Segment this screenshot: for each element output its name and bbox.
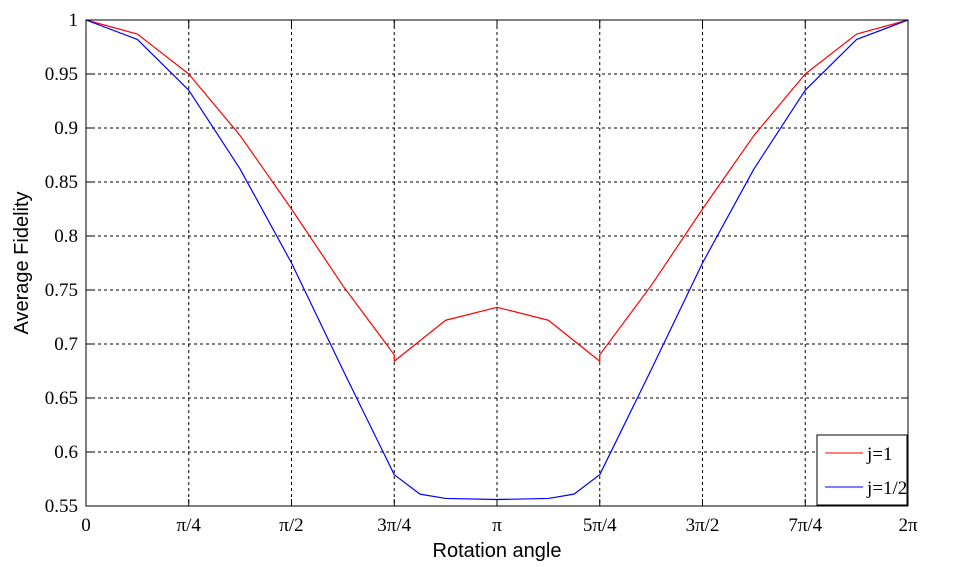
legend-label-j-half: j=1/2 (866, 478, 907, 499)
legend-label-j1: j=1 (866, 444, 893, 465)
y-tick-label: 0.95 (45, 64, 78, 85)
x-tick-label: π/4 (177, 515, 202, 536)
x-tick-label: π (492, 515, 502, 536)
x-tick-label: 2π (898, 515, 918, 536)
y-tick-label: 0.85 (45, 172, 78, 193)
x-tick-label: 3π/4 (377, 515, 411, 536)
y-tick-label: 0.7 (54, 334, 78, 355)
x-tick-labels: 0 π/4 π/2 3π/4 π 5π/4 3π/2 7π/4 2π (81, 515, 918, 536)
legend-box (816, 434, 908, 506)
x-tick-label: 7π/4 (788, 515, 822, 536)
x-tick-label: 5π/4 (583, 515, 617, 536)
y-axis-label: Average Fidelity (11, 191, 33, 334)
y-tick-label: 0.55 (45, 496, 78, 517)
y-tick-label: 1 (69, 10, 79, 31)
y-tick-label: 0.9 (54, 118, 78, 139)
x-tick-label: 3π/2 (686, 515, 720, 536)
legend: j=1 j=1/2 (816, 434, 908, 506)
y-tick-labels: 0.55 0.6 0.65 0.7 0.75 0.8 0.85 0.9 0.95 1 (45, 10, 78, 517)
y-tick-label: 0.65 (45, 388, 78, 409)
x-tick-label: 0 (81, 515, 91, 536)
y-tick-label: 0.8 (54, 226, 78, 247)
grid (86, 20, 908, 506)
x-axis-label: Rotation angle (433, 540, 562, 562)
x-tick-label: π/2 (279, 515, 303, 536)
y-tick-label: 0.6 (54, 442, 78, 463)
series-line-0 (85, 19, 909, 362)
y-tick-label: 0.75 (45, 280, 78, 301)
